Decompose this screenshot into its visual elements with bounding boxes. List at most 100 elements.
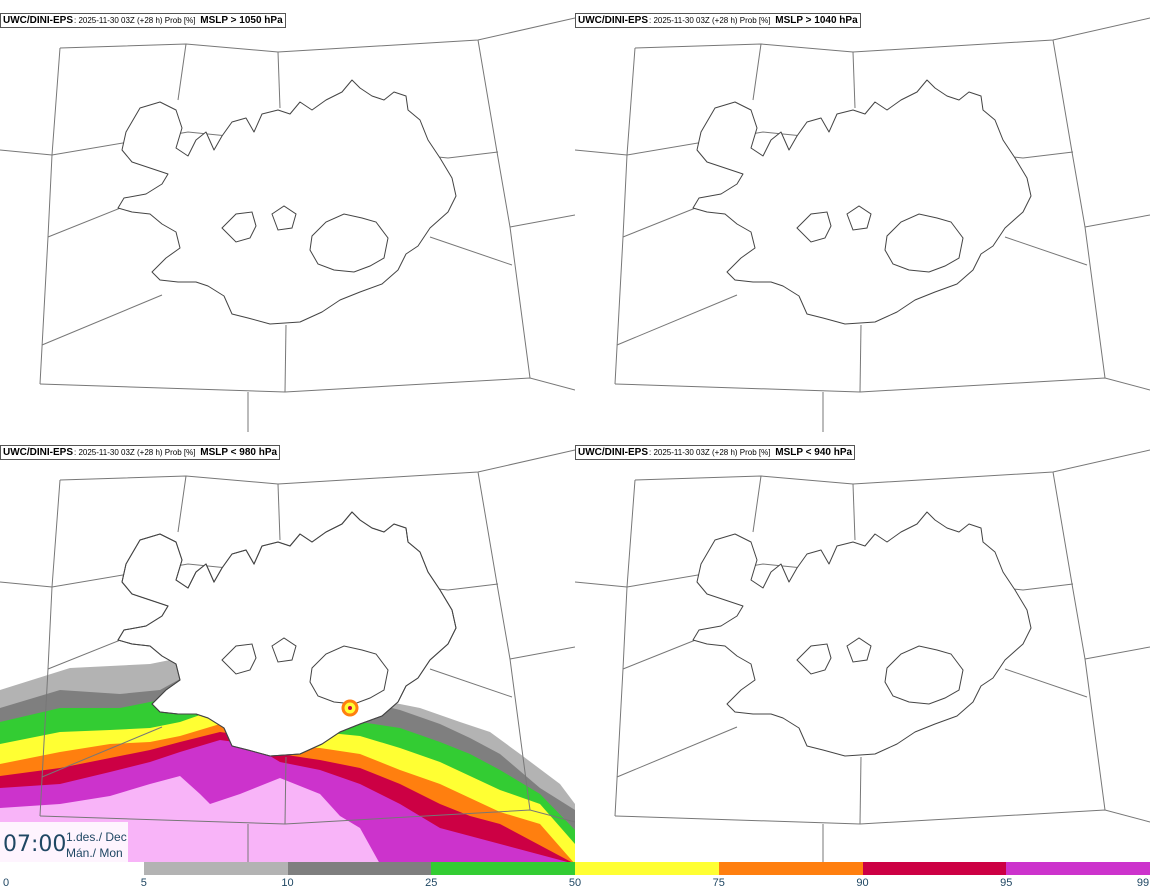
colorbar-segment — [431, 862, 575, 875]
iceland-basemap — [0, 17, 575, 432]
probability-colorbar: 0 5 10 25 50 75 90 95 99 — [0, 862, 1150, 891]
graticule-line-2 — [614, 47, 636, 385]
graticule-line-6 — [47, 636, 129, 670]
graticule-line-9 — [41, 294, 163, 346]
graticule-line-2 — [39, 47, 61, 385]
glacier-outline-0 — [796, 211, 832, 243]
colorbar-segment — [0, 862, 144, 875]
graticule-line-8 — [859, 324, 862, 393]
colorbar-segment — [862, 862, 1007, 875]
graticule-line-11 — [429, 668, 513, 698]
graticule-line-3 — [177, 475, 187, 533]
graticule-line-5 — [1052, 471, 1106, 811]
graticule-line-7 — [614, 809, 1150, 825]
graticule-line-3 — [177, 43, 187, 101]
field-name: MSLP > 1050 hPa — [200, 15, 283, 26]
graticule-line-4 — [277, 483, 281, 541]
colorbar-tick-label: 75 — [712, 877, 725, 889]
iceland-basemap — [575, 17, 1150, 432]
graticule-line-0 — [0, 563, 499, 591]
glacier-outline-1 — [271, 637, 297, 663]
graticule-line-11 — [429, 236, 513, 266]
graticule-line-7 — [39, 377, 575, 393]
panel-title: UWC/DINI-EPS: 2025-11-30 03Z (+28 h) Pro… — [575, 13, 861, 28]
map-panel-mslp-gt-1050: UWC/DINI-EPS: 2025-11-30 03Z (+28 h) Pro… — [0, 0, 575, 432]
graticule-line-8 — [284, 756, 287, 825]
glacier-outline-0 — [221, 211, 257, 243]
valid-time: 07:00 — [3, 832, 67, 857]
iceland-coastline — [117, 79, 457, 325]
panel-title: UWC/DINI-EPS: 2025-11-30 03Z (+28 h) Pro… — [575, 445, 856, 460]
graticule-line-9 — [616, 294, 738, 346]
model-name: UWC/DINI-EPS — [3, 15, 73, 26]
graticule-line-12 — [509, 646, 575, 660]
valid-time-box: 07:00 1.des./ Dec Mán./ Mon — [0, 822, 128, 864]
iceland-coastline — [692, 79, 1032, 325]
iceland-coastline — [692, 511, 1032, 757]
map-panel-mslp-gt-1040: UWC/DINI-EPS: 2025-11-30 03Z (+28 h) Pro… — [575, 0, 1150, 432]
graticule-line-5 — [1052, 39, 1106, 379]
graticule-line-5 — [477, 39, 531, 379]
model-name: UWC/DINI-EPS — [3, 447, 73, 458]
panel-title: UWC/DINI-EPS: 2025-11-30 03Z (+28 h) Pro… — [0, 13, 286, 28]
map-panel-mslp-lt-940: UWC/DINI-EPS: 2025-11-30 03Z (+28 h) Pro… — [575, 432, 1150, 864]
run-info: : 2025-11-30 03Z (+28 h) Prob [%] — [649, 16, 771, 25]
graticule-line-11 — [1004, 668, 1088, 698]
graticule-line-9 — [616, 726, 738, 778]
colorbar-tick-label: 0 — [2, 877, 10, 889]
field-name: MSLP < 980 hPa — [200, 447, 278, 458]
map-panel-mslp-lt-980: UWC/DINI-EPS: 2025-11-30 03Z (+28 h) Pro… — [0, 432, 575, 864]
colorbar-segment — [575, 862, 719, 875]
glacier-outline-0 — [221, 643, 257, 675]
graticule-line-8 — [859, 756, 862, 825]
graticule-line-4 — [277, 51, 281, 109]
graticule-line-6 — [47, 204, 129, 238]
graticule-line-6 — [622, 636, 704, 670]
graticule-line-11 — [1004, 236, 1088, 266]
graticule-line-2 — [614, 479, 636, 817]
glacier-outline-2 — [309, 645, 389, 705]
colorbar-tick-label: 5 — [140, 877, 147, 889]
graticule-line-2 — [39, 479, 61, 817]
prob-band-8 — [0, 776, 575, 864]
glacier-outline-1 — [271, 205, 297, 231]
colorbar-tick-label: 50 — [568, 877, 582, 889]
colorbar-tick-label: 10 — [281, 877, 294, 889]
run-info: : 2025-11-30 03Z (+28 h) Prob [%] — [649, 448, 771, 457]
colorbar-tick-label: 25 — [425, 877, 438, 889]
colorbar-tick-label: 95 — [1000, 877, 1013, 889]
graticule-line-8 — [284, 324, 287, 393]
graticule-line-12 — [1084, 646, 1150, 660]
glacier-outline-0 — [796, 643, 832, 675]
colorbar-segment — [143, 862, 288, 875]
glacier-outline-2 — [884, 213, 964, 273]
colorbar-tick-label: 90 — [856, 877, 869, 889]
glacier-outline-1 — [846, 205, 872, 231]
panel-title: UWC/DINI-EPS: 2025-11-30 03Z (+28 h) Pro… — [0, 445, 281, 460]
graticule-line-3 — [752, 475, 762, 533]
graticule-line-7 — [39, 809, 575, 825]
graticule-line-0 — [575, 563, 1074, 591]
field-name: MSLP > 1040 hPa — [775, 15, 858, 26]
graticule-line-4 — [852, 483, 856, 541]
run-info: : 2025-11-30 03Z (+28 h) Prob [%] — [74, 448, 196, 457]
model-name: UWC/DINI-EPS — [578, 447, 648, 458]
iceland-basemap — [575, 449, 1150, 864]
graticule-line-7 — [614, 377, 1150, 393]
graticule-line-12 — [509, 214, 575, 228]
graticule-line-9 — [41, 726, 163, 778]
probability-shading — [0, 650, 575, 864]
run-info: : 2025-11-30 03Z (+28 h) Prob [%] — [74, 16, 196, 25]
colorbar-segment — [1006, 862, 1150, 875]
graticule-line-5 — [477, 471, 531, 811]
valid-weekday: Mán./ Mon — [66, 846, 123, 860]
colorbar-tick-label: 99 — [1136, 877, 1150, 889]
colorbar-segment — [287, 862, 432, 875]
glacier-outline-1 — [846, 637, 872, 663]
glacier-outline-2 — [884, 645, 964, 705]
field-name: MSLP < 940 hPa — [775, 447, 853, 458]
graticule-line-0 — [575, 131, 1074, 159]
colorbar-segment — [718, 862, 863, 875]
graticule-line-12 — [1084, 214, 1150, 228]
graticule-line-0 — [0, 131, 499, 159]
